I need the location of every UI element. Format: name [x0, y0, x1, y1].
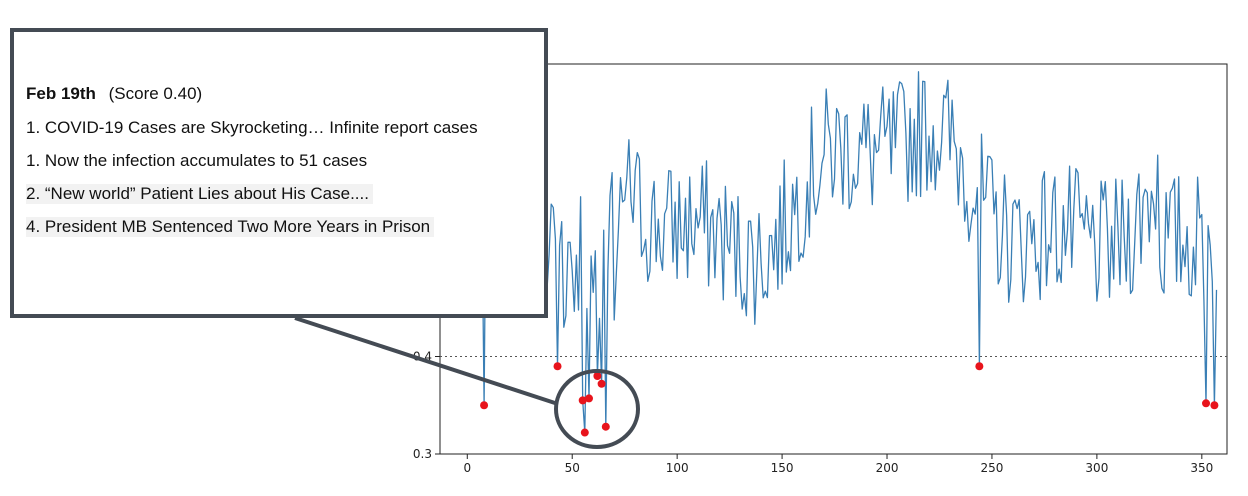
anomaly-point: [601, 422, 610, 431]
anomaly-point: [975, 362, 984, 371]
y-tick-label: 0.3: [413, 447, 432, 461]
x-tick-label: 350: [1190, 461, 1213, 475]
y-axis-ticks: 0.30.4: [413, 350, 440, 461]
callout-connector: [294, 316, 559, 406]
x-axis-ticks: 0 50 100 150 200 250 300 350: [463, 454, 1213, 475]
x-tick-label: 150: [771, 461, 794, 475]
anomaly-point: [1202, 399, 1211, 408]
anomaly-point: [578, 396, 587, 405]
x-tick-label: 100: [666, 461, 689, 475]
anomaly-points: [480, 362, 1219, 437]
news-item: 1. Now the infection accumulates to 51 c…: [26, 151, 368, 170]
anomaly-point: [480, 401, 489, 410]
anomaly-point: [580, 428, 589, 437]
news-item: 4. President MB Sentenced Two More Years…: [26, 217, 435, 237]
callout-header: Feb 19th (Score 0.40): [26, 84, 544, 104]
anomaly-point: [585, 394, 594, 403]
x-tick-label: 250: [980, 461, 1003, 475]
score-line: [477, 71, 1218, 434]
news-item: 2. “New world” Patient Lies about His Ca…: [26, 184, 373, 204]
anomaly-point: [593, 372, 602, 380]
news-callout: Feb 19th (Score 0.40) 1. COVID-19 Cases …: [10, 28, 548, 318]
anomaly-highlight-circle: [554, 369, 640, 449]
x-tick-label: 200: [876, 461, 899, 475]
x-tick-label: 300: [1085, 461, 1108, 475]
callout-score: (Score 0.40): [108, 84, 203, 103]
anomaly-point: [1210, 401, 1219, 410]
news-item: 1. COVID-19 Cases are Skyrocketing… Infi…: [26, 118, 478, 137]
x-tick-label: 0: [463, 461, 471, 475]
anomaly-point: [597, 379, 606, 388]
callout-date: Feb 19th: [26, 84, 96, 103]
x-tick-label: 50: [565, 461, 580, 475]
anomaly-point: [553, 362, 562, 371]
